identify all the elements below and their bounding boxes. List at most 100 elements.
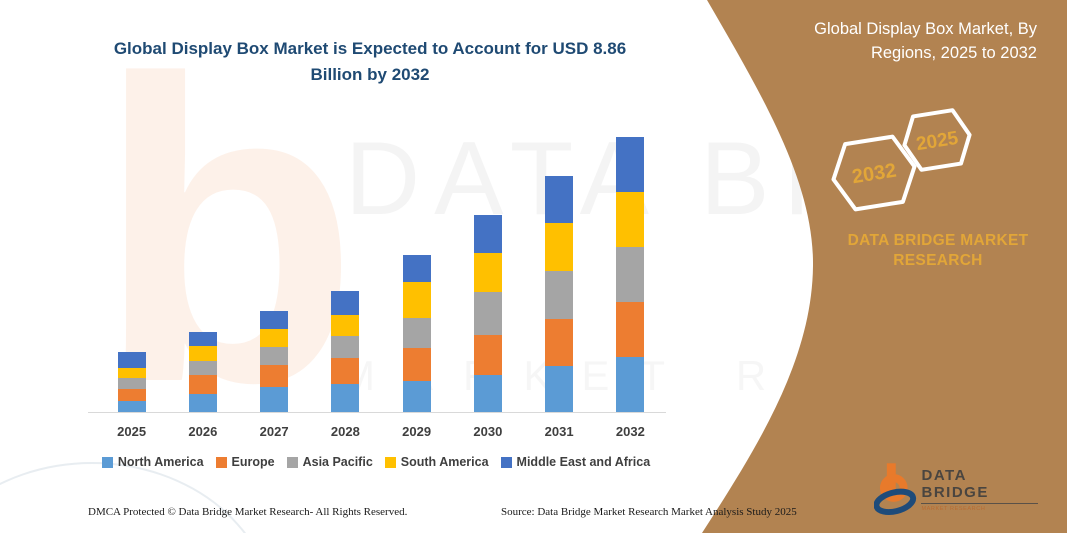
stacked-bar-2032 [616,137,645,412]
segment-2031-europe [545,319,574,367]
segment-2032-middle-east-and-africa [616,137,645,193]
segment-2029-asia-pacific [402,318,431,349]
segment-2026-middle-east-and-africa [188,332,217,346]
segment-2031-south-america [545,222,574,272]
bar-slot-2032 [595,137,666,412]
segment-2029-south-america [402,282,431,319]
segment-2027-south-america [260,328,289,347]
bar-slot-2028 [310,291,381,412]
hexagon-2025: 2025 [902,108,972,172]
segment-2030-north-america [473,374,502,412]
x-axis-label-2030: 2030 [473,424,503,439]
x-axis-label-2027: 2027 [259,424,289,439]
segment-2027-asia-pacific [260,346,289,366]
segment-2028-south-america [331,314,360,337]
data-bridge-logo-icon [874,463,917,515]
segment-2032-north-america [616,357,645,412]
segment-2027-middle-east-and-africa [260,311,289,329]
segment-2026-europe [188,375,217,394]
segment-2028-europe [331,357,360,384]
logo-name: DATA BRIDGE [921,467,1038,504]
hexagon-2025-label: 2025 [915,128,960,155]
segment-2028-middle-east-and-africa [331,291,360,315]
stacked-bar-2026 [188,332,217,412]
chart-title: Global Display Box Market is Expected to… [113,39,627,84]
segment-2032-europe [616,302,645,358]
legend-swatch-south-america [384,456,396,468]
legend-item-asia-pacific: Asia Pacific [286,455,373,469]
segment-2026-south-america [188,345,217,361]
x-axis-label-2031: 2031 [544,424,574,439]
segment-2029-north-america [402,381,431,412]
segment-2025-north-america [117,401,146,412]
stacked-bar-2028 [331,291,360,412]
data-bridge-logo-text: DATA BRIDGE MARKET RESEARCH [921,467,1038,512]
x-axis-label-2025: 2025 [117,424,147,439]
segment-2029-europe [402,348,431,382]
legend-label-south-america: South America [400,455,489,469]
segment-2030-middle-east-and-africa [473,215,502,253]
hexagon-2032-outline [831,134,917,212]
chart-legend: North America Europe Asia Pacific South Ame… [80,455,672,469]
segment-2031-middle-east-and-africa [545,175,574,223]
logo-tagline: MARKET RESEARCH [921,506,986,512]
x-axis-label-2032: 2032 [615,424,645,439]
stacked-bar-2031 [545,175,574,412]
brand-caption: DATA BRIDGE MARKET RESEARCH [847,232,1029,270]
plot-area [96,99,666,412]
legend-swatch-north-america [101,456,113,468]
bar-slot-2030 [452,215,523,412]
panel-title: Global Display Box Market, By Regions, 2… [814,20,1037,62]
x-axis-labels: 2025 2026 2027 2028 2029 2030 2031 2032 [96,424,666,439]
bar-slot-2029 [381,254,452,412]
bar-slot-2025 [96,351,167,412]
legend-label-middle-east-and-africa: Middle East and Africa [516,455,651,469]
bar-slot-2026 [167,332,238,412]
x-axis-label-2028: 2028 [330,424,360,439]
legend-swatch-asia-pacific [286,456,298,468]
stacked-bar-2025 [117,351,146,412]
segment-2025-europe [117,389,146,402]
segment-2025-south-america [117,367,146,378]
segment-2027-europe [260,365,289,387]
segment-2030-south-america [473,252,502,293]
legend-label-europe: Europe [231,455,275,469]
segment-2028-asia-pacific [331,336,360,358]
segment-2029-middle-east-and-africa [402,254,431,283]
stacked-bar-2027 [260,311,289,412]
segment-2030-asia-pacific [473,292,502,335]
segment-2032-south-america [616,192,645,248]
data-bridge-logo: DATA BRIDGE MARKET RESEARCH [874,461,1038,517]
bar-slot-2027 [239,311,310,412]
legend-swatch-middle-east-and-africa [500,456,512,468]
x-axis-label-2026: 2026 [188,424,218,439]
hexagon-2032: 2032 [831,134,917,212]
segment-2031-north-america [545,366,574,412]
footer-dmca-text: DMCA Protected © Data Bridge Market Rese… [88,506,408,518]
x-axis-line [88,412,666,413]
hexagon-2025-outline [902,108,972,172]
legend-item-north-america: North America [101,455,204,469]
legend-item-europe: Europe [215,455,275,469]
hexagon-2032-label: 2032 [850,160,897,189]
segment-2026-asia-pacific [188,360,217,376]
segment-2026-north-america [188,393,217,412]
x-axis-label-2029: 2029 [402,424,432,439]
segment-2025-asia-pacific [117,377,146,390]
segment-2025-middle-east-and-africa [117,351,146,368]
legend-swatch-europe [215,456,227,468]
legend-item-middle-east-and-africa: Middle East and Africa [500,455,651,469]
footer-source-text: Source: Data Bridge Market Research Mark… [501,506,797,518]
stacked-bar-2029 [402,254,431,412]
segment-2028-north-america [331,383,360,412]
legend-label-north-america: North America [117,455,204,469]
bar-slot-2031 [524,175,595,412]
segment-2032-asia-pacific [616,247,645,303]
legend-label-asia-pacific: Asia Pacific [302,455,373,469]
segment-2027-north-america [260,386,289,412]
legend-item-south-america: South America [384,455,489,469]
stacked-bar-2030 [473,215,502,412]
segment-2030-europe [473,334,502,375]
